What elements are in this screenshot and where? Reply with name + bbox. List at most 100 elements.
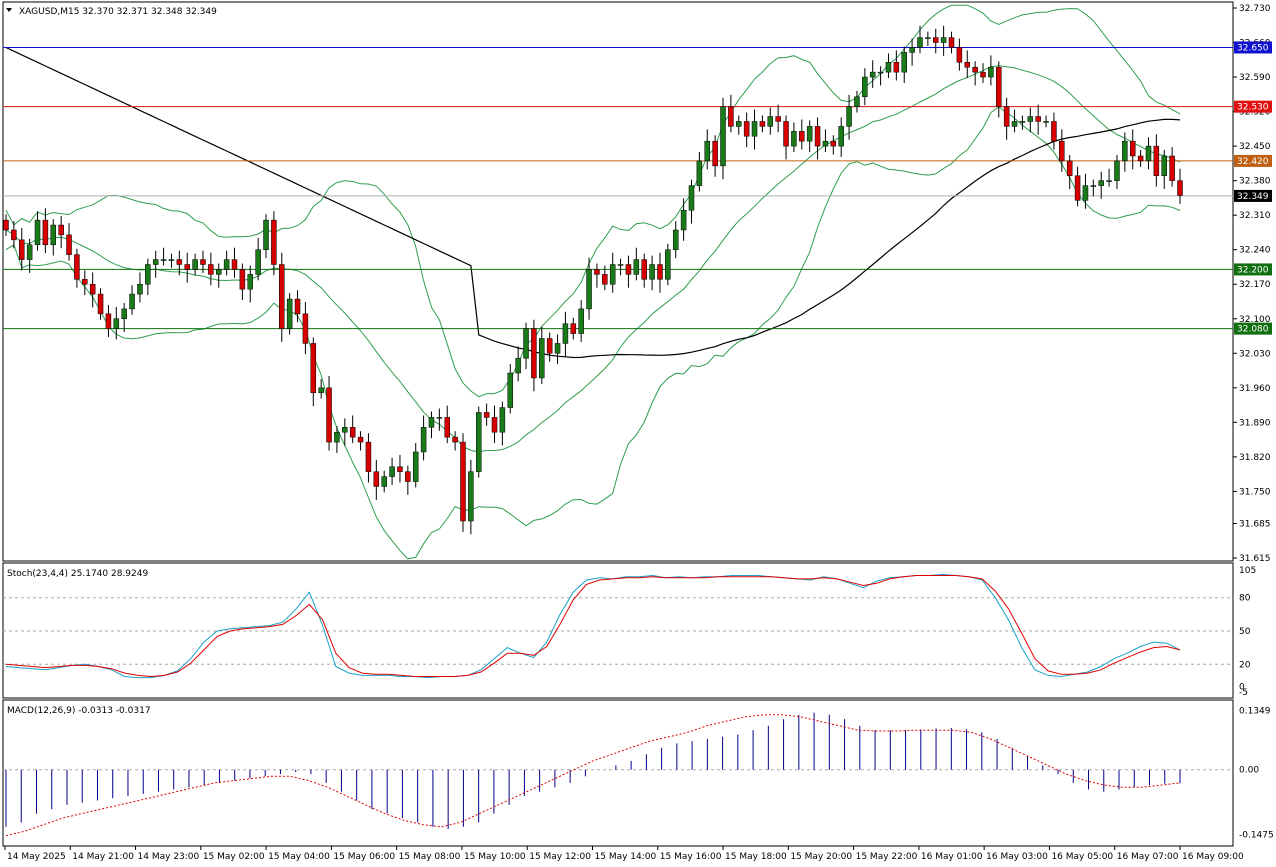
candle-body: [1177, 180, 1183, 196]
stoch-main-line: [5, 573, 1181, 679]
candle-body: [436, 417, 443, 419]
candle-body: [1169, 155, 1175, 181]
candle-body: [743, 121, 750, 137]
candle-body: [1019, 121, 1026, 123]
y-tick-label: 32.310: [1239, 211, 1271, 221]
candle-body: [176, 259, 183, 265]
candle-body: [499, 407, 506, 433]
x-tick-label: 15 May 06:00: [333, 852, 395, 862]
candle-body: [491, 417, 498, 433]
candle-body: [602, 274, 608, 285]
candle-body: [578, 308, 584, 334]
candle-body: [712, 140, 718, 167]
candle-body: [736, 121, 742, 127]
candle-body: [397, 466, 403, 472]
macd-title: MACD(12,26,9) -0.0313 -0.0317: [7, 706, 151, 716]
y-tick-label: 31.890: [1239, 418, 1271, 428]
candle-body: [925, 37, 931, 39]
candle-body: [231, 259, 238, 270]
candle-body: [791, 131, 797, 147]
candle-body: [539, 338, 545, 379]
candle-body: [192, 259, 198, 270]
stoch-tick-label: 0: [1239, 682, 1245, 692]
candle-body: [862, 76, 868, 98]
candle-body: [310, 343, 317, 394]
y-tick-label: 31.960: [1239, 384, 1271, 394]
candle-body: [877, 71, 884, 74]
level-price-label: 32.530: [1237, 103, 1269, 113]
candle-body: [854, 96, 860, 107]
x-tick-label: 15 May 10:00: [464, 852, 526, 862]
candle-body: [1066, 160, 1073, 176]
candle-body: [215, 269, 222, 275]
macd-tick-label: 0.1349: [1239, 706, 1271, 716]
candle-body: [1043, 121, 1049, 123]
candle-body: [1137, 155, 1144, 162]
moving-average-line: [5, 46, 1181, 359]
candle-body: [381, 476, 387, 487]
y-tick-label: 32.170: [1239, 280, 1271, 290]
candle-body: [1114, 160, 1120, 181]
candle-body: [885, 62, 892, 73]
y-tick-label: 32.380: [1239, 177, 1271, 187]
x-tick-label: 15 May 04:00: [268, 852, 330, 862]
level-price-tag: [1234, 154, 1272, 167]
x-tick-label: 16 May 03:00: [986, 852, 1048, 862]
x-tick-label: 15 May 22:00: [856, 852, 918, 862]
candle-body: [688, 185, 695, 211]
candle-body: [1161, 155, 1167, 176]
candle-body: [932, 37, 939, 43]
candle-body: [428, 417, 435, 428]
x-tick-label: 15 May 16:00: [660, 852, 722, 862]
candle-body: [129, 293, 135, 310]
level-price-tag: [1234, 263, 1272, 276]
candle-body: [263, 219, 269, 250]
stoch-tick-label: 20: [1239, 660, 1251, 670]
candle-body: [901, 52, 907, 73]
candle-body: [909, 47, 915, 53]
bollinger-middle-line: [5, 65, 1181, 453]
candle-body: [302, 313, 309, 344]
x-tick-label: 16 May 07:00: [1117, 852, 1179, 862]
candle-body: [720, 106, 726, 167]
candle-body: [365, 441, 372, 472]
candle-body: [89, 283, 96, 295]
candle-body: [11, 229, 17, 241]
candle-body: [476, 412, 482, 472]
candle-body: [806, 126, 813, 142]
level-price-tag: [1234, 41, 1272, 54]
candle-body: [279, 264, 285, 329]
candle-body: [980, 71, 986, 78]
x-tick-label: 15 May 02:00: [203, 852, 265, 862]
candle-body: [483, 412, 490, 418]
candle-body: [1098, 180, 1104, 186]
candle-body: [672, 229, 679, 250]
candle-body: [26, 244, 33, 260]
macd-pane: 0.1349 0.00 -0.1475: [2, 699, 1274, 847]
y-tick-label: 32.450: [1239, 142, 1271, 152]
y-tick-label: 31.750: [1239, 487, 1271, 497]
candle-body: [1051, 121, 1057, 142]
x-tick-label: 15 May 08:00: [399, 852, 461, 862]
candle-body: [625, 264, 632, 275]
candle-body: [342, 427, 348, 433]
candle-body: [460, 441, 466, 522]
candle-body: [239, 269, 246, 290]
candle-body: [515, 357, 521, 374]
candle-body: [972, 66, 978, 73]
stoch-tick-label: 105: [1239, 566, 1256, 576]
candle-body: [531, 328, 537, 379]
candle-body: [137, 283, 143, 295]
candle-body: [19, 239, 25, 260]
macd-tick-label: -0.1475: [1239, 831, 1274, 841]
candle-body: [168, 259, 175, 261]
stoch-tick-label: -5: [1239, 688, 1248, 698]
stochastic-pane: 105 80 50 20 0-5: [2, 562, 1256, 699]
candle-body: [223, 259, 230, 270]
dropdown-icon[interactable]: [6, 8, 12, 12]
candle-body: [1090, 185, 1097, 187]
candle-body: [255, 249, 261, 275]
candle-body: [633, 259, 640, 275]
candle-body: [783, 121, 789, 147]
candle-body: [326, 387, 332, 443]
